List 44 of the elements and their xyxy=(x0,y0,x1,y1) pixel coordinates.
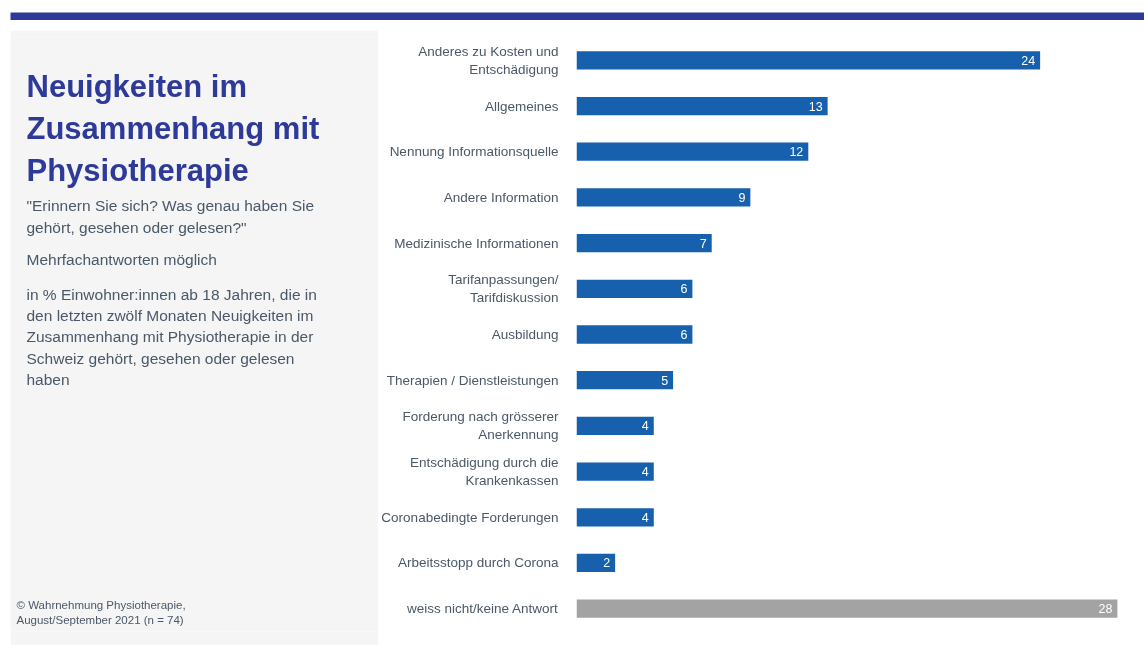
data-label: 2 xyxy=(603,556,611,571)
y-tick-label: Tarifanpassungen/ Tarifdiskussion xyxy=(448,272,559,306)
data-label: 5 xyxy=(661,373,669,388)
text: in % Einwohner:innen ab 18 Jahren, die in den letzten zwölf Monaten Neuigkeiten im Zusammenhang mit Physiotherapie in der Schweiz gehört, gesehen oder gelesen haben xyxy=(26,285,317,388)
bar xyxy=(576,462,654,481)
y-tick-label: Therapien / Dienstleistungen xyxy=(386,372,559,388)
bar xyxy=(576,188,751,207)
text: Neuigkeiten im Zusammenhang mit Physiotherapie xyxy=(26,69,320,189)
bar xyxy=(576,233,712,253)
y-tick-label: Nennung Informationsquelle xyxy=(389,144,559,160)
text: Mehrfachantworten möglich xyxy=(26,251,217,269)
y-tick-label: Medizinische Informationen xyxy=(394,235,559,251)
data-label: 6 xyxy=(680,328,688,342)
y-tick-label: weiss nicht/keine Antwort xyxy=(405,601,558,617)
bar xyxy=(576,553,616,573)
bar xyxy=(576,508,654,527)
data-label: 13 xyxy=(808,99,823,114)
y-tick-label: Coronabedingte Forderungen xyxy=(381,509,559,525)
y-tick-label: Allgemeines xyxy=(484,98,559,114)
y-tick-label: Anderes zu Kosten und Entschädigung xyxy=(418,43,559,77)
bar xyxy=(576,51,1041,70)
data-label: 4 xyxy=(641,465,649,480)
data-label: 4 xyxy=(641,510,649,525)
data-label: 12 xyxy=(789,145,804,160)
y-tick-label: Arbeitsstopp durch Corona xyxy=(397,555,559,571)
bar xyxy=(576,96,828,116)
bar xyxy=(576,325,693,344)
data-label: 7 xyxy=(699,236,707,251)
data-label: 28 xyxy=(1098,602,1113,617)
bar xyxy=(576,599,1118,618)
data-label: 24 xyxy=(1021,53,1036,68)
data-label: 4 xyxy=(641,419,649,434)
bar xyxy=(576,142,809,161)
bar xyxy=(576,416,654,436)
y-tick-label: Entschädigung durch die Krankenkassen xyxy=(409,455,559,489)
bar xyxy=(576,279,693,298)
y-tick-label: Forderung nach grösserer Anerkennung xyxy=(402,409,559,443)
text: © Wahrnehmung Physiotherapie, August/September 2021 (n = 74) xyxy=(16,599,186,626)
data-label: 9 xyxy=(738,190,746,205)
bar xyxy=(576,371,674,390)
text: "Erinnern Sie sich? Was genau haben Sie gehört, gesehen oder gelesen?" xyxy=(26,197,315,236)
y-tick-label: Andere Information xyxy=(443,189,559,205)
data-label: 6 xyxy=(680,282,688,297)
y-tick-label: Ausbildung xyxy=(491,327,559,342)
